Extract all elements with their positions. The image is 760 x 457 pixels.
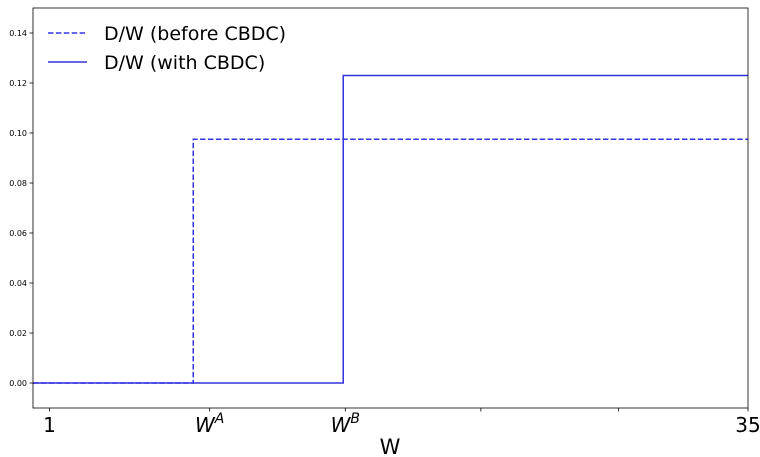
y-tick-label: 0.00 — [9, 379, 27, 388]
y-tick-label: 0.04 — [9, 279, 27, 288]
x-tick-label: WB — [331, 411, 360, 437]
x-axis-label: W — [380, 435, 401, 457]
plot-area — [33, 74, 748, 384]
x-tick-label: 1 — [43, 413, 56, 437]
legend-label: D/W (with CBDC) — [104, 52, 265, 74]
series-line-with-cbdc — [33, 74, 748, 384]
axes: 0.000.020.040.060.080.100.120.141 WA WB 35 — [9, 7, 760, 437]
x-tick-label: 35 — [735, 413, 760, 437]
y-tick-label: 0.12 — [9, 79, 27, 88]
legend-label: D/W (before CBDC) — [104, 23, 286, 45]
x-tick-label-superscript: A — [214, 411, 225, 427]
x-tick-label-main: W — [331, 413, 352, 437]
x-tick-label-superscript: B — [350, 411, 360, 427]
legend: D/W (before CBDC) D/W (with CBDC) — [48, 23, 286, 74]
y-tick-label: 0.10 — [9, 129, 27, 138]
y-tick-label: 0.14 — [9, 29, 27, 38]
y-tick-label: 0.02 — [9, 329, 27, 338]
y-tick-label: 0.08 — [9, 179, 27, 188]
y-tick-label: 0.06 — [9, 229, 27, 238]
plot-frame — [32, 7, 749, 409]
x-tick-label: WA — [195, 411, 224, 437]
series-line-before-cbdc — [33, 138, 748, 384]
x-tick-label-main: W — [195, 413, 216, 437]
